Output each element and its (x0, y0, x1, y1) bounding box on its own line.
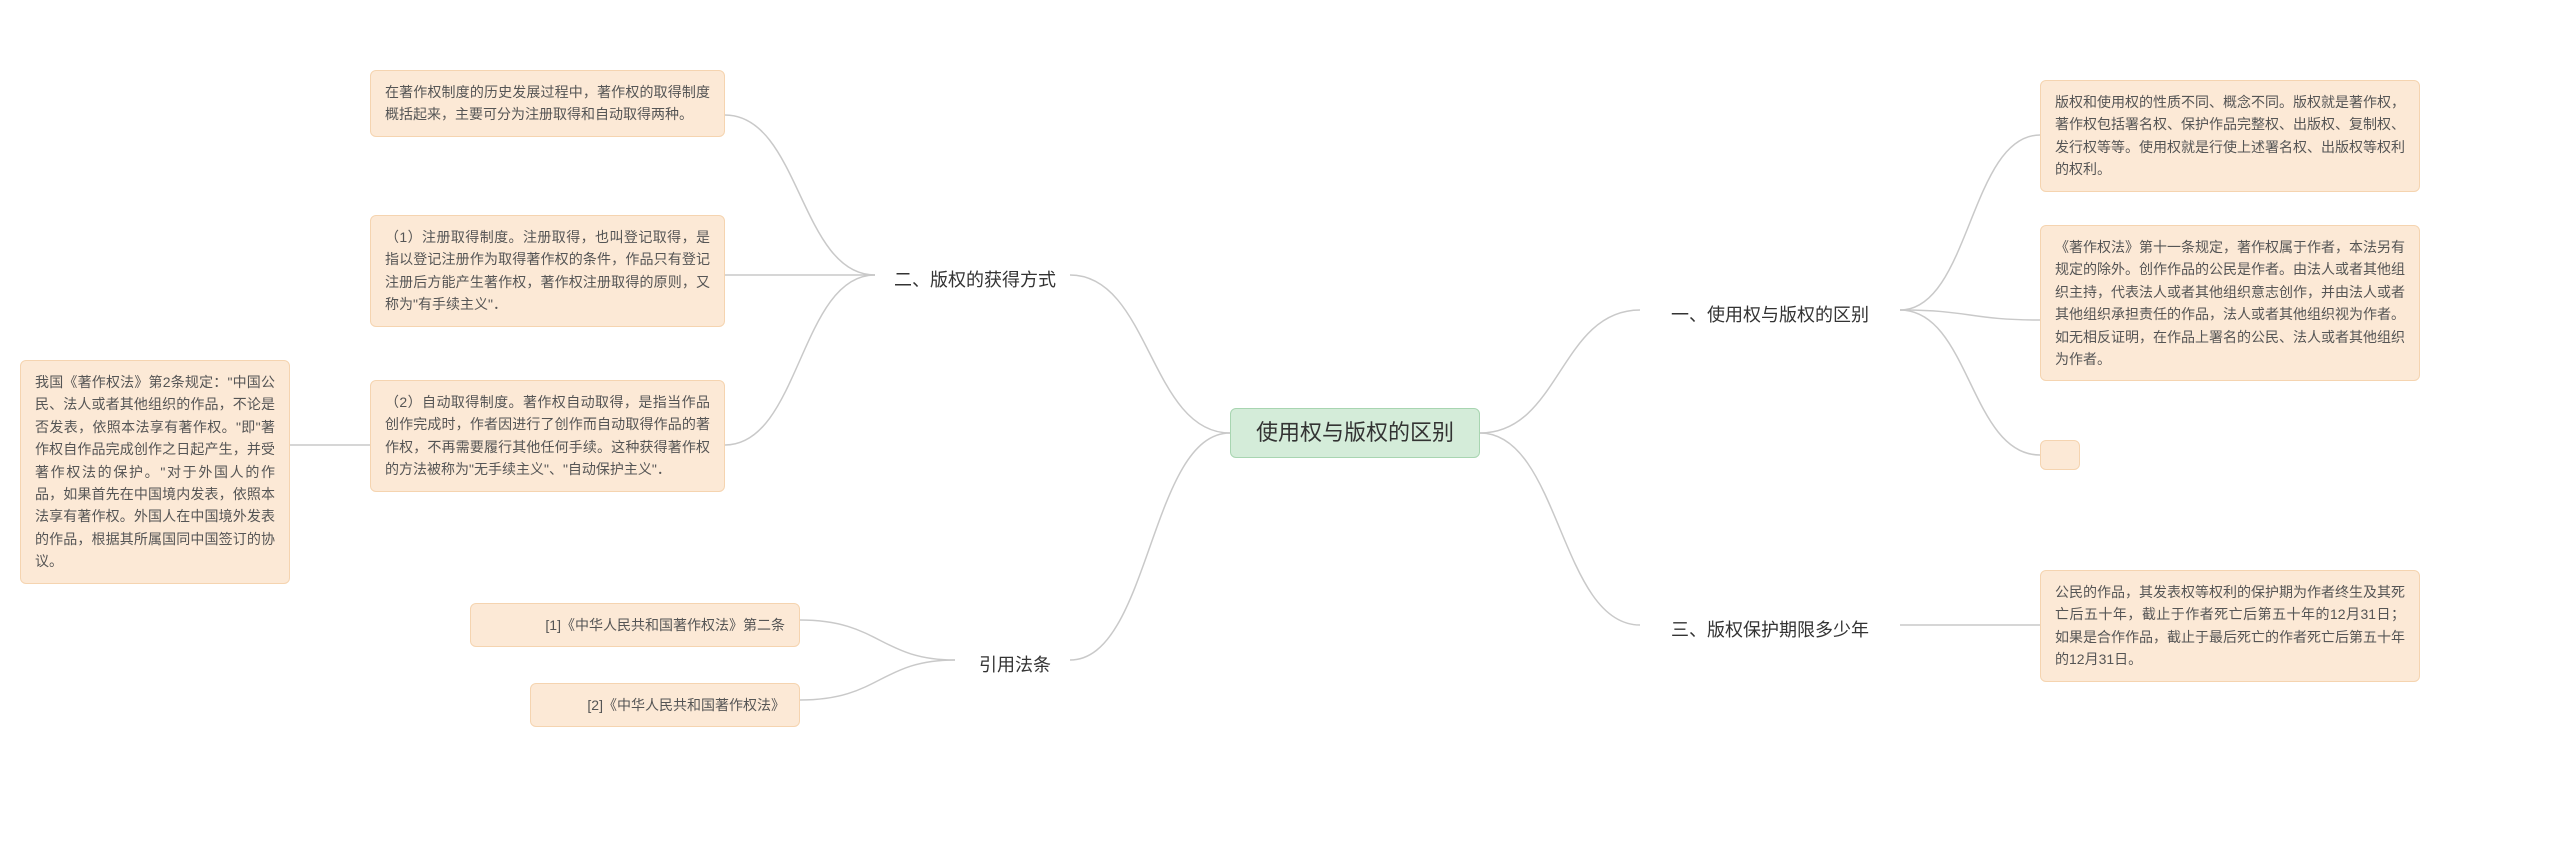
leaf-r1b: 《著作权法》第十一条规定，著作权属于作者，本法另有规定的除外。创作作品的公民是作… (2040, 225, 2420, 381)
leaf-text: （2）自动取得制度。著作权自动取得，是指当作品创作完成时，作者因进行了创作而自动… (385, 391, 710, 481)
branch-label: 引用法条 (979, 651, 1051, 680)
branch-right-2: 三、版权保护期限多少年 (1640, 608, 1900, 653)
leaf-text: 公民的作品，其发表权等权利的保护期为作者终生及其死亡后五十年，截止于作者死亡后第… (2055, 581, 2405, 671)
leaf-l1a: 在著作权制度的历史发展过程中，著作权的取得制度概括起来，主要可分为注册取得和自动… (370, 70, 725, 137)
leaf-l1c: （2）自动取得制度。著作权自动取得，是指当作品创作完成时，作者因进行了创作而自动… (370, 380, 725, 492)
leaf-text: （1）注册取得制度。注册取得，也叫登记取得，是指以登记注册作为取得著作权的条件，… (385, 226, 710, 316)
branch-left-2: 引用法条 (955, 643, 1075, 688)
leaf-text: 在著作权制度的历史发展过程中，著作权的取得制度概括起来，主要可分为注册取得和自动… (385, 81, 710, 126)
branch-label: 三、版权保护期限多少年 (1671, 616, 1869, 645)
leaf-l1b: （1）注册取得制度。注册取得，也叫登记取得，是指以登记注册作为取得著作权的条件，… (370, 215, 725, 327)
branch-label: 一、使用权与版权的区别 (1671, 301, 1869, 330)
leaf-text: [2]《中华人民共和国著作权法》 (587, 694, 785, 716)
leaf-text: 版权和使用权的性质不同、概念不同。版权就是著作权，著作权包括署名权、保护作品完整… (2055, 91, 2405, 181)
branch-left-1: 二、版权的获得方式 (875, 258, 1075, 303)
branch-label: 二、版权的获得方式 (894, 266, 1056, 295)
leaf-text: 我国《著作权法》第2条规定："中国公民、法人或者其他组织的作品，不论是否发表，依… (35, 371, 275, 573)
leaf-text: [1]《中华人民共和国著作权法》第二条 (545, 614, 785, 636)
leaf-l2a: [1]《中华人民共和国著作权法》第二条 (470, 603, 800, 647)
leaf-text: 《著作权法》第十一条规定，著作权属于作者，本法另有规定的除外。创作作品的公民是作… (2055, 236, 2405, 370)
root-label: 使用权与版权的区别 (1256, 415, 1454, 450)
mindmap-root: 使用权与版权的区别 (1230, 408, 1480, 458)
leaf-r1c-empty (2040, 440, 2080, 470)
leaf-r1a: 版权和使用权的性质不同、概念不同。版权就是著作权，著作权包括署名权、保护作品完整… (2040, 80, 2420, 192)
leaf-l2b: [2]《中华人民共和国著作权法》 (530, 683, 800, 727)
leaf-l1c-extra: 我国《著作权法》第2条规定："中国公民、法人或者其他组织的作品，不论是否发表，依… (20, 360, 290, 584)
leaf-r2a: 公民的作品，其发表权等权利的保护期为作者终生及其死亡后五十年，截止于作者死亡后第… (2040, 570, 2420, 682)
branch-right-1: 一、使用权与版权的区别 (1640, 293, 1900, 338)
